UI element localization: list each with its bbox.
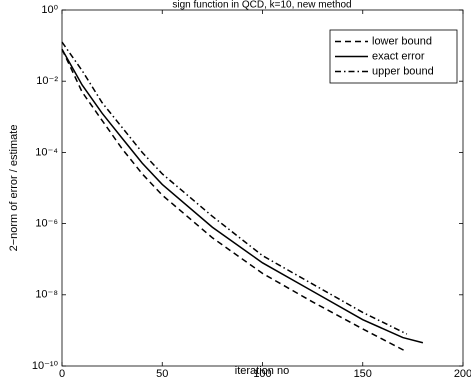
x-tick-label: 50 — [156, 368, 168, 377]
x-tick-label: 100 — [253, 368, 271, 377]
x-tick-label: 0 — [59, 368, 65, 377]
chart-title: sign function in QCD, k=10, new method — [172, 0, 351, 11]
x-tick-label: 200 — [454, 368, 471, 377]
y-tick-label: 10⁰ — [41, 4, 58, 16]
x-axis-label: iteration no — [235, 365, 289, 377]
legend-label: lower bound — [372, 35, 432, 47]
series-line — [61, 48, 424, 344]
series-line — [61, 48, 408, 353]
y-tick-label: 10⁻⁶ — [35, 218, 58, 230]
x-tick-label: 150 — [354, 368, 372, 377]
y-tick-label: 10⁻² — [36, 75, 58, 87]
y-tick-label: 10⁻⁸ — [35, 289, 58, 301]
series-line — [61, 41, 408, 335]
y-tick-label: 10⁻¹⁰ — [32, 360, 59, 372]
legend-label: upper bound — [372, 65, 434, 77]
y-tick-label: 10⁻⁴ — [35, 146, 58, 158]
y-axis-label: 2−norm of error / estimate — [8, 125, 20, 252]
legend-label: exact error — [372, 50, 425, 62]
